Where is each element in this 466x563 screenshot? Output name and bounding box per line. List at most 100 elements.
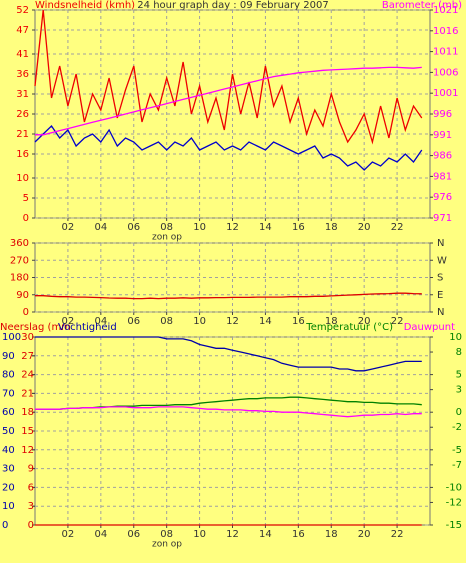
y-tick-label: 21	[16, 129, 29, 140]
y2-tick-label: 996	[433, 109, 452, 120]
series-label: Windsnelheid (kmh)	[35, 0, 135, 11]
y3-tick-label: 21	[21, 388, 34, 399]
y2-tick-label: W	[437, 255, 447, 266]
y2-tick-label: E	[437, 290, 443, 301]
y-tick-label: 5	[23, 193, 29, 204]
x-tick-label: 20	[358, 529, 371, 540]
x-tick-label: 14	[259, 222, 272, 233]
y-tick-label: 30	[2, 464, 15, 475]
series-line	[35, 406, 422, 418]
x-tick-label: 18	[325, 222, 338, 233]
y3-tick-label: 27	[21, 351, 34, 362]
series-label: Barometer (mb)	[382, 0, 462, 11]
y-tick-label: 0	[23, 213, 29, 224]
x-tick-label: 06	[127, 222, 140, 233]
y2-tick-label: 1006	[433, 67, 458, 78]
y-tick-label: 41	[16, 49, 29, 60]
x-tick-label: 14	[259, 316, 272, 327]
y-tick-label: 10	[2, 501, 15, 512]
x-tick-label: 02	[62, 316, 75, 327]
y-tick-label: 100	[2, 332, 21, 343]
x-tick-label: 08	[160, 222, 173, 233]
y2-tick-label: S	[437, 273, 443, 284]
x-tick-label: 10	[193, 316, 206, 327]
x-tick-label: 08	[160, 316, 173, 327]
x-tick-label: 20	[358, 222, 371, 233]
series-line	[35, 66, 422, 136]
series-line	[34, 9, 423, 145]
y3-tick-label: 0	[28, 520, 34, 531]
y-tick-label: 70	[2, 388, 15, 399]
y3-tick-label: 24	[21, 370, 34, 381]
x-tick-label: 16	[292, 222, 305, 233]
y-tick-label: 16	[16, 149, 29, 160]
y-tick-label: 90	[16, 290, 29, 301]
y-tick-label: 50	[2, 426, 15, 437]
y-tick-label: 40	[2, 445, 15, 456]
y-tick-label: 80	[2, 370, 15, 381]
y3-tick-label: 15	[21, 426, 34, 437]
y2-tick-label: 3	[456, 385, 462, 396]
series-label: Temperatuur (°C)	[305, 322, 393, 333]
series-line	[34, 124, 423, 171]
y2-tick-label: -7	[452, 460, 462, 471]
y3-tick-label: 3	[28, 501, 34, 512]
annotation: zon op	[152, 540, 182, 550]
y-tick-label: 36	[16, 69, 29, 80]
x-tick-label: 04	[94, 529, 107, 540]
chart-title: 24 hour graph day : 09 February 2007	[137, 0, 328, 11]
y-tick-label: 0	[23, 307, 29, 318]
x-tick-label: 10	[193, 529, 206, 540]
y3-tick-label: 30	[21, 332, 34, 343]
y3-tick-label: 18	[21, 407, 34, 418]
y2-tick-label: -12	[446, 497, 462, 508]
x-tick-label: 22	[391, 316, 404, 327]
y2-tick-label: 8	[456, 347, 462, 358]
x-tick-label: 16	[292, 316, 305, 327]
y2-tick-label: 981	[433, 171, 452, 182]
x-tick-label: 06	[127, 529, 140, 540]
y2-tick-label: -5	[452, 445, 462, 456]
x-tick-label: 12	[226, 222, 239, 233]
y-tick-label: 0	[2, 520, 8, 531]
y2-tick-label: N	[437, 238, 444, 249]
y2-tick-label: 1011	[433, 47, 458, 58]
y-tick-label: 60	[2, 407, 15, 418]
series-line	[35, 396, 422, 410]
y2-tick-label: 5	[456, 370, 462, 381]
y-tick-label: 20	[2, 482, 15, 493]
x-tick-label: 06	[127, 316, 140, 327]
y3-tick-label: 12	[21, 445, 34, 456]
y2-tick-label: 1021	[433, 5, 458, 16]
y3-tick-label: 6	[28, 482, 34, 493]
series-line	[35, 292, 422, 300]
x-tick-label: 16	[292, 529, 305, 540]
series-label: Vochtigheid	[58, 322, 117, 333]
x-tick-label: 18	[325, 316, 338, 327]
y2-tick-label: 0	[456, 407, 462, 418]
x-tick-label: 14	[259, 529, 272, 540]
y2-tick-label: -2	[452, 422, 462, 433]
series-label: Dauwpunt	[404, 322, 455, 333]
x-tick-label: 22	[391, 529, 404, 540]
x-tick-label: 08	[160, 529, 173, 540]
x-tick-label: 04	[94, 222, 107, 233]
y2-tick-label: 1001	[433, 88, 458, 99]
y-tick-label: 26	[16, 109, 29, 120]
x-tick-label: 02	[62, 529, 75, 540]
x-tick-label: 10	[193, 222, 206, 233]
x-tick-label: 02	[62, 222, 75, 233]
y2-tick-label: 10	[449, 332, 462, 343]
annotation: zon op	[152, 233, 182, 243]
x-tick-label: 12	[226, 316, 239, 327]
x-tick-label: 20	[358, 316, 371, 327]
x-tick-label: 22	[391, 222, 404, 233]
y-tick-label: 52	[16, 5, 29, 16]
y-tick-label: 360	[10, 238, 29, 249]
y-tick-label: 90	[2, 351, 15, 362]
y-tick-label: 31	[16, 89, 29, 100]
y2-tick-label: 1016	[433, 26, 458, 37]
y2-tick-label: 991	[433, 130, 452, 141]
y2-tick-label: 976	[433, 192, 452, 203]
